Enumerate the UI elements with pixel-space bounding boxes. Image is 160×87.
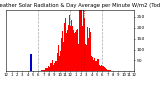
Text: Milwaukee Weather Solar Radiation & Day Average per Minute W/m2 (Today): Milwaukee Weather Solar Radiation & Day … (0, 3, 160, 8)
Bar (31, 54, 32, 71)
Bar (30, 54, 31, 71)
